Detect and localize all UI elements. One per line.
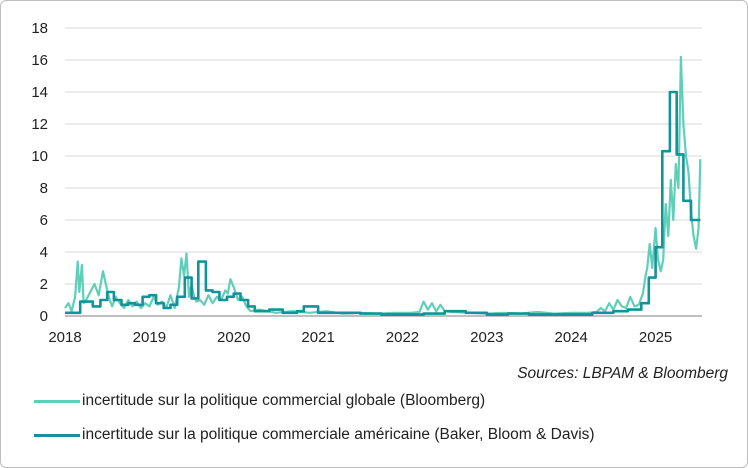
legend-item-american: incertitude sur la politique commerciale… bbox=[34, 426, 595, 444]
source-note: Sources: LBPAM & Bloomberg bbox=[517, 365, 728, 382]
x-tick-label-2024: 2024 bbox=[555, 329, 588, 346]
y-tick-label-4: 4 bbox=[40, 244, 48, 261]
y-tick-label-0: 0 bbox=[40, 308, 48, 325]
y-tick-label-8: 8 bbox=[40, 180, 48, 197]
x-tick-label-2025: 2025 bbox=[639, 329, 672, 346]
x-tick-label-2022: 2022 bbox=[386, 329, 419, 346]
legend-label-global: incertitude sur la politique commercial … bbox=[82, 392, 486, 409]
x-axis-ticks: 2018 2019 2020 2021 2022 2023 2024 2025 bbox=[48, 329, 672, 346]
series-line-1 bbox=[64, 55, 702, 315]
y-tick-label-14: 14 bbox=[31, 84, 48, 101]
legend-item-global: incertitude sur la politique commercial … bbox=[34, 392, 485, 410]
x-tick-label-2020: 2020 bbox=[217, 329, 250, 346]
y-axis-ticks: 0 2 4 6 8 10 12 14 16 18 bbox=[31, 20, 48, 325]
series-line-2 bbox=[65, 90, 701, 316]
grid-lines bbox=[65, 27, 702, 317]
y-tick-label-2: 2 bbox=[40, 276, 48, 293]
x-tick-label-2019: 2019 bbox=[133, 329, 166, 346]
x-tick-label-2018: 2018 bbox=[48, 329, 81, 346]
x-tick-label-2023: 2023 bbox=[470, 329, 503, 346]
y-tick-label-6: 6 bbox=[40, 212, 48, 229]
series-lines bbox=[64, 55, 702, 316]
x-tick-label-2021: 2021 bbox=[301, 329, 334, 346]
legend-swatch-american bbox=[34, 433, 80, 437]
line-chart: 0 2 4 6 8 10 12 14 16 18 2018 2019 2020 2021 2022 2023… bbox=[31, 20, 702, 346]
y-tick-label-16: 16 bbox=[31, 52, 48, 69]
y-tick-label-10: 10 bbox=[31, 148, 48, 165]
y-tick-label-12: 12 bbox=[31, 116, 48, 133]
y-tick-label-18: 18 bbox=[31, 20, 48, 37]
legend-label-american: incertitude sur la politique commerciale… bbox=[82, 426, 595, 443]
legend-swatch-global bbox=[34, 399, 80, 403]
